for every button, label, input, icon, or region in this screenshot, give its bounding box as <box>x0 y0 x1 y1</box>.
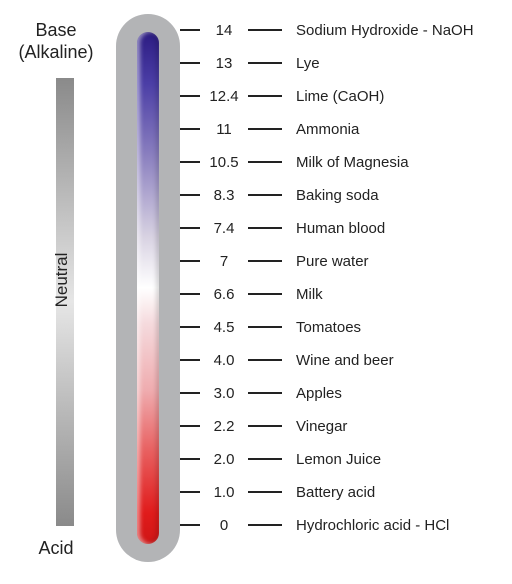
tick-mark <box>180 29 200 31</box>
ph-item: 2.0 Lemon Juice <box>180 449 381 469</box>
label-neutral: Neutral <box>52 240 72 320</box>
ph-item: 1.0 Battery acid <box>180 482 375 502</box>
ph-value: 10.5 <box>200 154 248 171</box>
ph-item: 2.2 Vinegar <box>180 416 347 436</box>
label-acid: Acid <box>0 538 112 559</box>
tick-mark <box>248 425 282 427</box>
tick-mark <box>180 425 200 427</box>
tick-mark <box>248 524 282 526</box>
tick-mark <box>180 491 200 493</box>
substance-name: Milk of Magnesia <box>282 154 409 171</box>
label-base-line2: (Alkaline) <box>18 42 93 62</box>
ph-value: 7.4 <box>200 220 248 237</box>
thermometer-capsule <box>116 14 180 562</box>
tick-mark <box>180 128 200 130</box>
label-base-line1: Base <box>35 20 76 40</box>
substance-name: Lye <box>282 55 320 72</box>
substance-name: Wine and beer <box>282 352 394 369</box>
ph-item: 4.5 Tomatoes <box>180 317 361 337</box>
substance-name: Milk <box>282 286 323 303</box>
tick-mark <box>180 293 200 295</box>
ph-value: 4.5 <box>200 319 248 336</box>
substance-name: Human blood <box>282 220 385 237</box>
substance-name: Lime (CaOH) <box>282 88 384 105</box>
tick-mark <box>248 491 282 493</box>
ph-item: 10.5 Milk of Magnesia <box>180 152 409 172</box>
ph-item: 7 Pure water <box>180 251 369 271</box>
substance-name: Pure water <box>282 253 369 270</box>
tick-mark <box>248 293 282 295</box>
substance-name: Vinegar <box>282 418 347 435</box>
ph-item: 13 Lye <box>180 53 320 73</box>
substance-name: Tomatoes <box>282 319 361 336</box>
ph-value: 12.4 <box>200 88 248 105</box>
ph-item: 11 Ammonia <box>180 119 359 139</box>
tick-mark <box>248 458 282 460</box>
tick-mark <box>180 326 200 328</box>
tick-mark <box>180 62 200 64</box>
tick-mark <box>248 260 282 262</box>
label-base: Base (Alkaline) <box>0 20 112 63</box>
ph-item: 12.4 Lime (CaOH) <box>180 86 384 106</box>
substance-name: Lemon Juice <box>282 451 381 468</box>
ph-value: 3.0 <box>200 385 248 402</box>
tick-mark <box>180 227 200 229</box>
tick-mark <box>248 326 282 328</box>
tick-mark <box>248 161 282 163</box>
ph-value: 11 <box>200 121 248 138</box>
tick-mark <box>248 227 282 229</box>
tick-mark <box>248 95 282 97</box>
thermometer-tube <box>137 32 159 544</box>
tick-mark <box>180 95 200 97</box>
ph-value: 13 <box>200 55 248 72</box>
ph-value: 4.0 <box>200 352 248 369</box>
tick-mark <box>248 359 282 361</box>
ph-item: 8.3 Baking soda <box>180 185 379 205</box>
tick-mark <box>248 392 282 394</box>
ph-item: 4.0 Wine and beer <box>180 350 394 370</box>
tick-mark <box>180 359 200 361</box>
substance-name: Hydrochloric acid - HCl <box>282 517 449 534</box>
ph-value: 14 <box>200 22 248 39</box>
ph-scale-diagram: Base (Alkaline) Neutral Acid 14 Sodium Hy… <box>0 0 512 584</box>
tick-mark <box>180 260 200 262</box>
substance-name: Sodium Hydroxide - NaOH <box>282 22 474 39</box>
substance-name: Apples <box>282 385 342 402</box>
ph-value: 2.0 <box>200 451 248 468</box>
substance-name: Battery acid <box>282 484 375 501</box>
ph-value: 7 <box>200 253 248 270</box>
tick-mark <box>180 161 200 163</box>
tick-mark <box>180 194 200 196</box>
tick-mark <box>180 392 200 394</box>
ph-item: 7.4 Human blood <box>180 218 385 238</box>
tick-mark <box>248 62 282 64</box>
ph-value: 1.0 <box>200 484 248 501</box>
ph-item: 0 Hydrochloric acid - HCl <box>180 515 449 535</box>
ph-value: 2.2 <box>200 418 248 435</box>
ph-item: 14 Sodium Hydroxide - NaOH <box>180 20 474 40</box>
ph-value: 0 <box>200 517 248 534</box>
tick-mark <box>248 194 282 196</box>
tick-mark <box>180 458 200 460</box>
tick-mark <box>248 29 282 31</box>
tick-mark <box>248 128 282 130</box>
ph-value: 8.3 <box>200 187 248 204</box>
ph-item: 6.6 Milk <box>180 284 323 304</box>
ph-value: 6.6 <box>200 286 248 303</box>
substance-name: Ammonia <box>282 121 359 138</box>
tick-mark <box>180 524 200 526</box>
ph-items-list: 14 Sodium Hydroxide - NaOH 13 Lye 12.4 Lime (… <box>180 0 510 584</box>
substance-name: Baking soda <box>282 187 379 204</box>
ph-item: 3.0 Apples <box>180 383 342 403</box>
